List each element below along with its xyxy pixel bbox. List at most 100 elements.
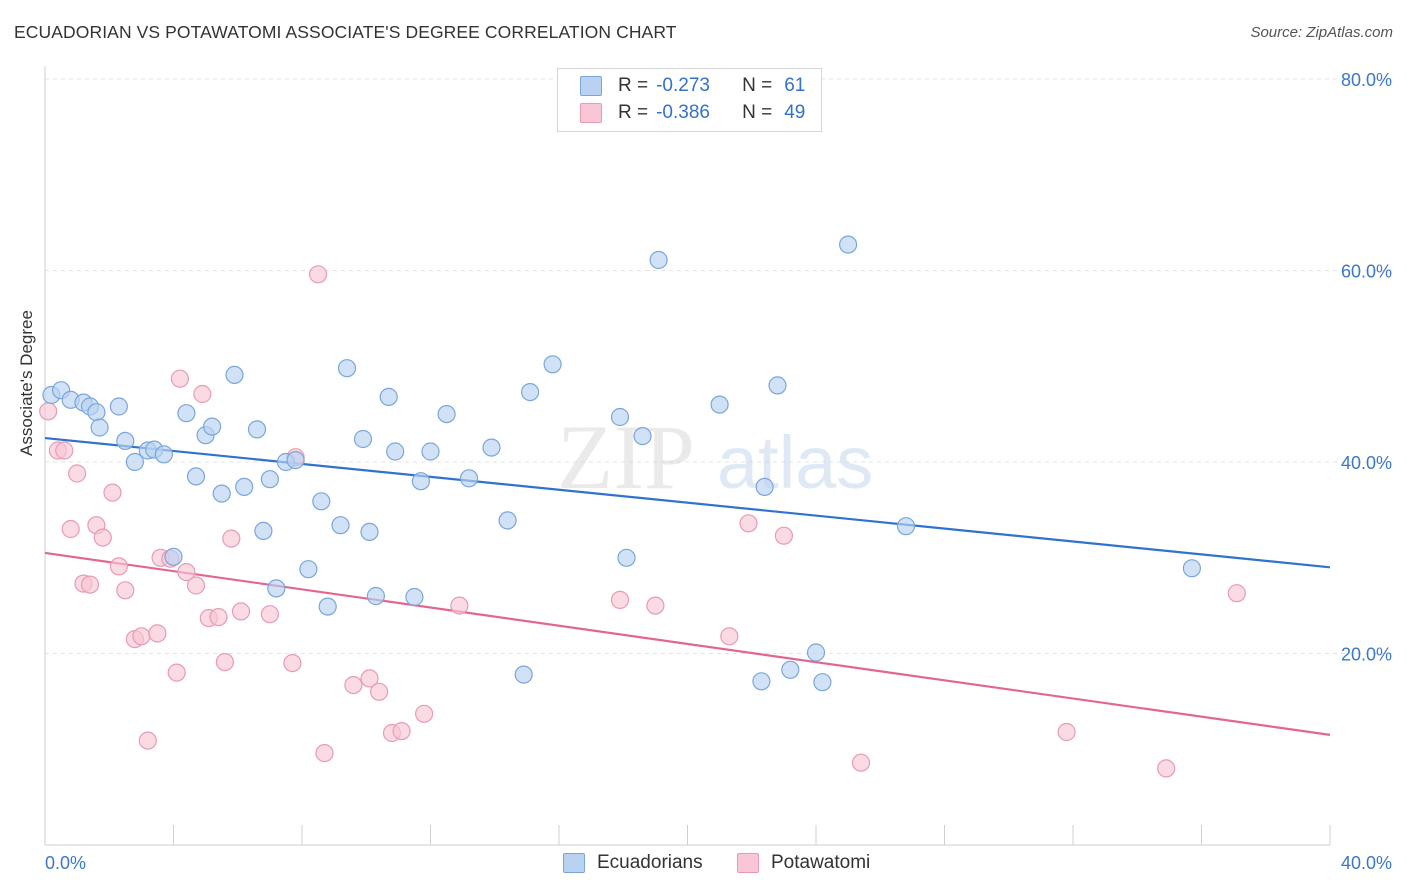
ecuadorian-point: [353, 429, 373, 449]
ecuadorian-point: [90, 418, 109, 437]
potawatomi-point: [93, 528, 112, 547]
ecuadorians-points: [42, 235, 1202, 692]
potawatomi-point: [309, 265, 328, 284]
potawatomi-point: [851, 753, 871, 772]
axes: [44, 66, 1331, 846]
y-tick-label: 40.0%: [1341, 453, 1392, 473]
ecuadorian-point: [116, 431, 135, 450]
potawatomi-point: [116, 581, 135, 600]
ecuadorian-point: [386, 442, 405, 461]
ecuadorian-point: [109, 397, 129, 416]
y-axis-label: Associate's Degree: [17, 310, 36, 456]
legend-n-label: N =: [742, 102, 773, 123]
x-tick-label: 0.0%: [45, 853, 86, 873]
ecuadorian-point: [125, 452, 144, 472]
ecuadorian-point: [267, 579, 286, 598]
potawatomi-point: [170, 369, 189, 388]
ecuadorian-point: [405, 587, 424, 607]
source-credit: Source: ZipAtlas.com: [1250, 24, 1393, 41]
ecuadorians-trendline: [44, 436, 1331, 569]
ecuadorian-point: [154, 445, 173, 464]
ecuadorian-point: [337, 359, 357, 378]
legend-r-value: -0.386: [656, 102, 710, 123]
ecuadorian-point: [649, 250, 668, 270]
y-tick-label: 80.0%: [1341, 70, 1392, 90]
bottom-legend-swatch-pink: [737, 853, 759, 873]
potawatomi-point: [720, 627, 739, 646]
legend-n-value: 49: [784, 102, 806, 123]
potawatomi-point: [193, 384, 212, 404]
legend-r-label: R =: [618, 102, 649, 123]
potawatomi-point: [132, 627, 151, 646]
potawatomi-point: [138, 731, 157, 750]
ecuadorian-point: [318, 597, 337, 616]
potawatomi-point: [55, 441, 74, 460]
ecuadorian-point: [212, 484, 231, 503]
gridlines: [45, 78, 1392, 654]
ecuadorian-point: [896, 517, 916, 536]
potawatomi-point: [177, 562, 196, 582]
potawatomi-point: [450, 596, 469, 615]
bottom-legend-label: Potawatomi: [771, 852, 871, 873]
legend-swatch-blue: [580, 76, 602, 96]
potawatomi-point: [215, 652, 234, 672]
ecuadorian-point: [520, 383, 540, 402]
ecuadorian-point: [87, 403, 106, 422]
bottom-legend-potawatomi: Potawatomi: [737, 852, 870, 874]
potawatomi-point: [370, 682, 389, 701]
ecuadorian-point: [806, 643, 826, 662]
potawatomi-point: [283, 653, 302, 673]
potawatomi-point: [415, 704, 434, 723]
ecuadorian-point: [813, 673, 832, 692]
ecuadorian-point: [164, 547, 183, 566]
ecuadorian-point: [482, 438, 501, 457]
potawatomi-point: [67, 464, 87, 483]
ecuadorian-point: [610, 407, 630, 427]
ecuadorian-point: [617, 548, 636, 567]
ecuadorian-point: [838, 235, 858, 254]
ecuadorian-point: [299, 560, 318, 579]
legend-r-label: R =: [618, 75, 649, 96]
ecuadorian-point: [768, 376, 787, 395]
watermark: ZIP atlas: [557, 406, 873, 508]
potawatomi-point: [222, 529, 241, 548]
bottom-legend-label: Ecuadorians: [597, 852, 703, 873]
potawatomi-trendline: [44, 551, 1331, 736]
potawatomi-point: [109, 557, 129, 576]
potawatomi-point: [739, 514, 758, 533]
potawatomi-point: [61, 519, 80, 539]
ecuadorian-point: [421, 442, 440, 461]
ecuadorian-point: [286, 451, 305, 470]
legend-n-value: 61: [784, 75, 806, 96]
potawatomi-point: [1227, 584, 1246, 603]
potawatomi-point: [209, 607, 228, 627]
ecuadorian-point: [235, 477, 254, 496]
ecuadorian-point: [360, 522, 379, 542]
ecuadorian-point: [498, 511, 517, 530]
potawatomi-point: [1057, 722, 1076, 742]
potawatomi-point: [148, 624, 167, 643]
potawatomi-point: [80, 575, 100, 594]
potawatomi-points: [39, 265, 1246, 778]
ecuadorian-point: [633, 427, 652, 446]
potawatomi-trend-line: [44, 551, 1331, 736]
ecuadorian-point: [710, 395, 729, 414]
ecuadorian-point: [514, 665, 533, 684]
ecuadorian-point: [254, 521, 273, 541]
potawatomi-point: [774, 526, 794, 545]
ecuadorians-trend-line: [44, 436, 1331, 569]
watermark-atlas: atlas: [717, 421, 873, 504]
tick-labels: 20.0% 40.0% 60.0% 80.0% 0.0% 40.0%: [45, 70, 1392, 873]
ecuadorian-point: [752, 672, 771, 691]
potawatomi-point: [392, 721, 411, 741]
potawatomi-point: [360, 669, 379, 688]
potawatomi-point: [610, 590, 630, 610]
ecuadorian-point: [247, 420, 267, 439]
potawatomi-point: [260, 605, 279, 624]
potawatomi-point: [186, 576, 206, 595]
ecuadorian-point: [225, 365, 244, 384]
ecuadorian-point: [781, 660, 800, 679]
ecuadorian-point: [379, 387, 398, 406]
chart-title: ECUADORIAN VS POTAWATOMI ASSOCIATE'S DEG…: [14, 22, 677, 42]
